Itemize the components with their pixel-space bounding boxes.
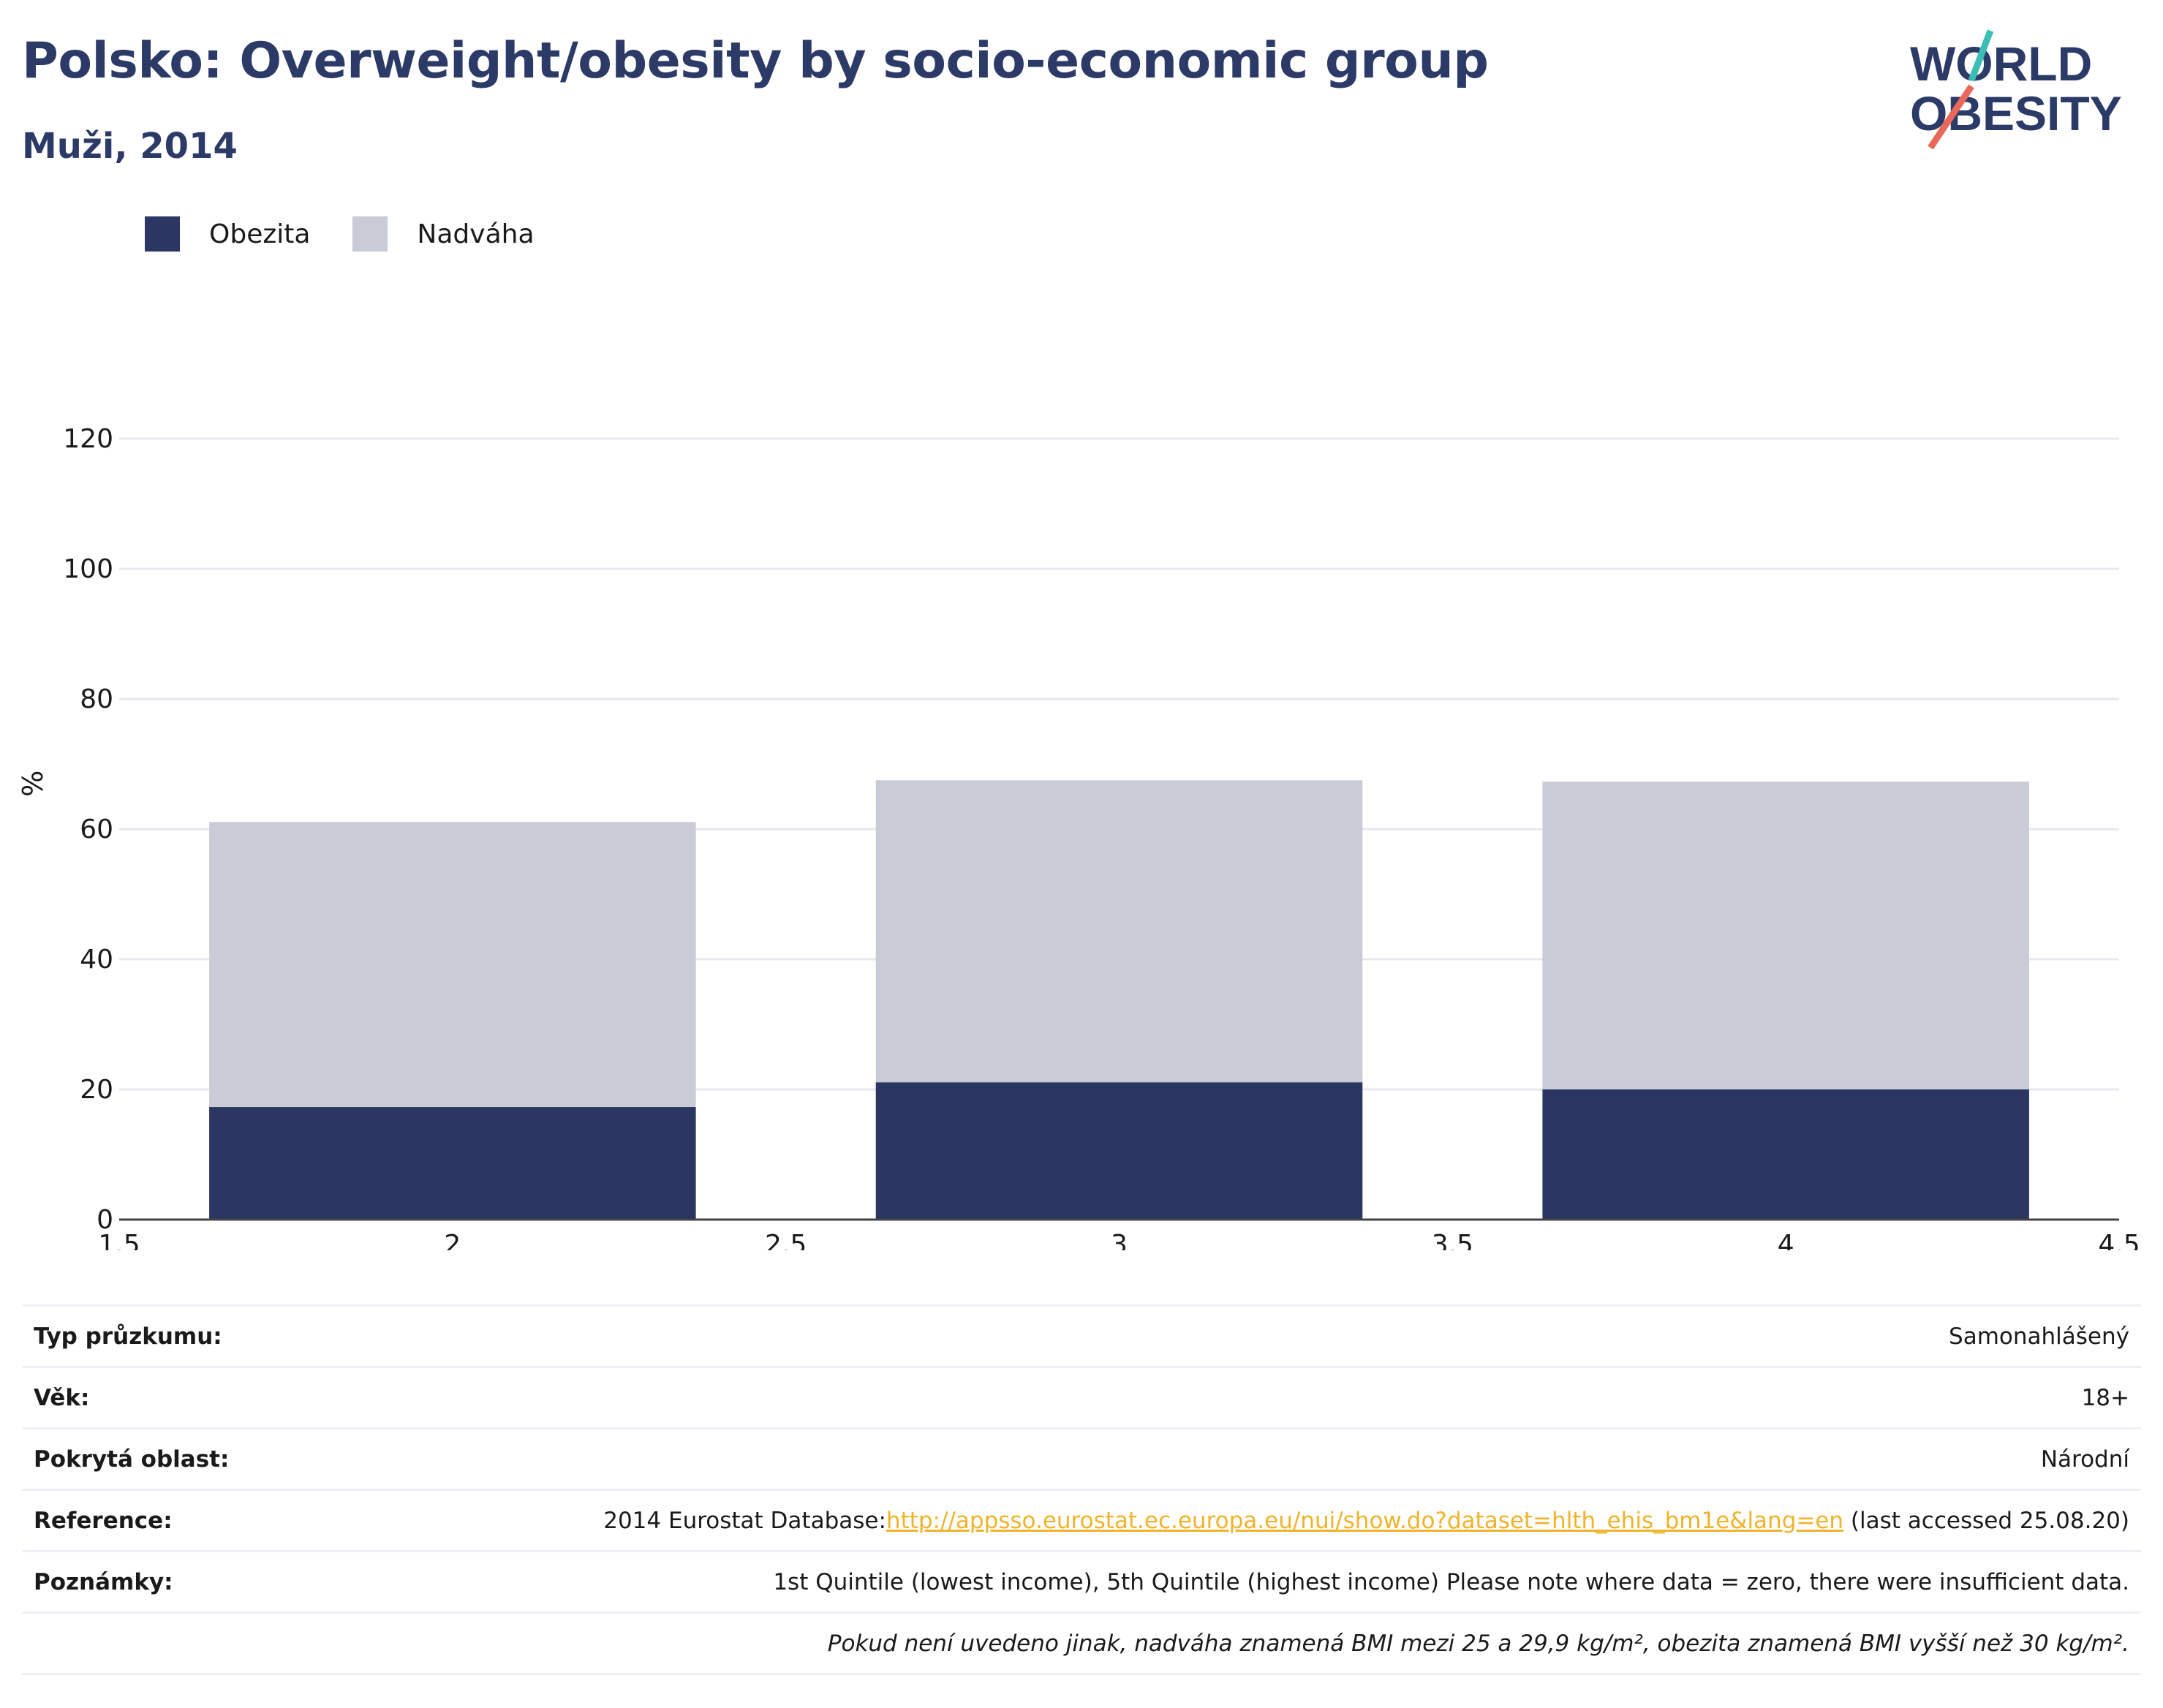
info-value-notes: 1st Quintile (lowest income), 5th Quinti… [284, 1550, 2141, 1613]
info-row-notes: Poznámky: 1st Quintile (lowest income), … [22, 1550, 2141, 1613]
legend-item-nadvaha[interactable]: Nadváha [352, 216, 535, 252]
info-key-survey-type: Typ průzkumu: [22, 1304, 284, 1367]
x-tick-label: 3 [1111, 1230, 1128, 1250]
reference-prefix: 2014 Eurostat Database: [603, 1507, 886, 1534]
bar-nadv-ha-2[interactable] [209, 822, 696, 1108]
y-tick-label: 20 [80, 1075, 113, 1105]
info-key-age: Věk: [22, 1366, 284, 1429]
info-key-bmi-definition [22, 1611, 284, 1675]
y-tick-label: 0 [97, 1205, 113, 1235]
x-tick-label: 2 [444, 1230, 461, 1250]
y-tick-label: 120 [63, 424, 113, 454]
x-tick-label: 1.5 [98, 1230, 140, 1250]
info-row-bmi-definition: Pokud není uvedeno jinak, nadváha znamen… [22, 1611, 2141, 1675]
info-row-survey-type: Typ průzkumu: Samonahlášený [22, 1304, 2141, 1367]
legend-swatch-nadvaha [352, 216, 388, 252]
info-key-coverage: Pokrytá oblast: [22, 1427, 284, 1490]
legend-label-obezita: Obezita [209, 219, 311, 249]
info-key-reference: Reference: [22, 1489, 284, 1552]
info-value-bmi-definition: Pokud není uvedeno jinak, nadváha znamen… [284, 1611, 2141, 1675]
y-axis-label: % [17, 771, 49, 797]
x-tick-label: 4 [1778, 1230, 1794, 1250]
y-tick-label: 80 [80, 684, 113, 714]
chart-subtitle: Muži, 2014 [22, 126, 238, 167]
reference-suffix: (last accessed 25.08.20) [1843, 1507, 2129, 1534]
logo-slash-top [1968, 29, 1994, 82]
x-tick-label: 2.5 [765, 1230, 807, 1250]
info-value-reference: 2014 Eurostat Database:http://appsso.eur… [284, 1489, 2141, 1552]
logo-slash-bottom [1928, 84, 1974, 150]
x-tick-label: 3.5 [1432, 1230, 1473, 1250]
logo-text-world: WORLD [1910, 37, 2092, 91]
legend-swatch-obezita [145, 216, 180, 252]
info-row-reference: Reference: 2014 Eurostat Database:http:/… [22, 1489, 2141, 1552]
info-value-survey-type: Samonahlášený [284, 1304, 2141, 1367]
survey-info-table: Typ průzkumu: Samonahlášený Věk: 18+ Pok… [22, 1304, 2141, 1675]
info-value-coverage: Národní [284, 1427, 2141, 1490]
x-tick-label: 4.5 [2098, 1230, 2140, 1250]
info-key-notes: Poznámky: [22, 1550, 284, 1613]
world-obesity-logo: WORLD OBESITY [1910, 29, 2122, 150]
y-tick-label: 60 [80, 815, 113, 844]
y-tick-label: 100 [63, 554, 113, 584]
info-row-age: Věk: 18+ [22, 1366, 2141, 1429]
bar-obezita-4[interactable] [1542, 1089, 2029, 1220]
info-row-coverage: Pokrytá oblast: Národní [22, 1427, 2141, 1490]
legend-label-nadvaha: Nadváha [417, 219, 535, 249]
bar-nadv-ha-4[interactable] [1542, 782, 2029, 1089]
legend-item-obezita[interactable]: Obezita [145, 216, 310, 252]
info-value-age: 18+ [284, 1366, 2141, 1429]
chart-legend: Obezita Nadváha [145, 216, 577, 252]
bar-obezita-3[interactable] [875, 1082, 1363, 1220]
bar-obezita-2[interactable] [209, 1107, 696, 1220]
stacked-bar-chart: 0 20 40 60 80 100 120 1.5 2 2.5 3 3.5 4 4.5% [17, 424, 2140, 1250]
reference-link[interactable]: http://appsso.eurostat.ec.europa.eu/nui/… [886, 1507, 1844, 1534]
bar-nadv-ha-3[interactable] [875, 780, 1363, 1083]
chart-title: Polsko: Overweight/obesity by socio-econ… [22, 32, 1489, 90]
y-tick-label: 40 [80, 945, 113, 975]
